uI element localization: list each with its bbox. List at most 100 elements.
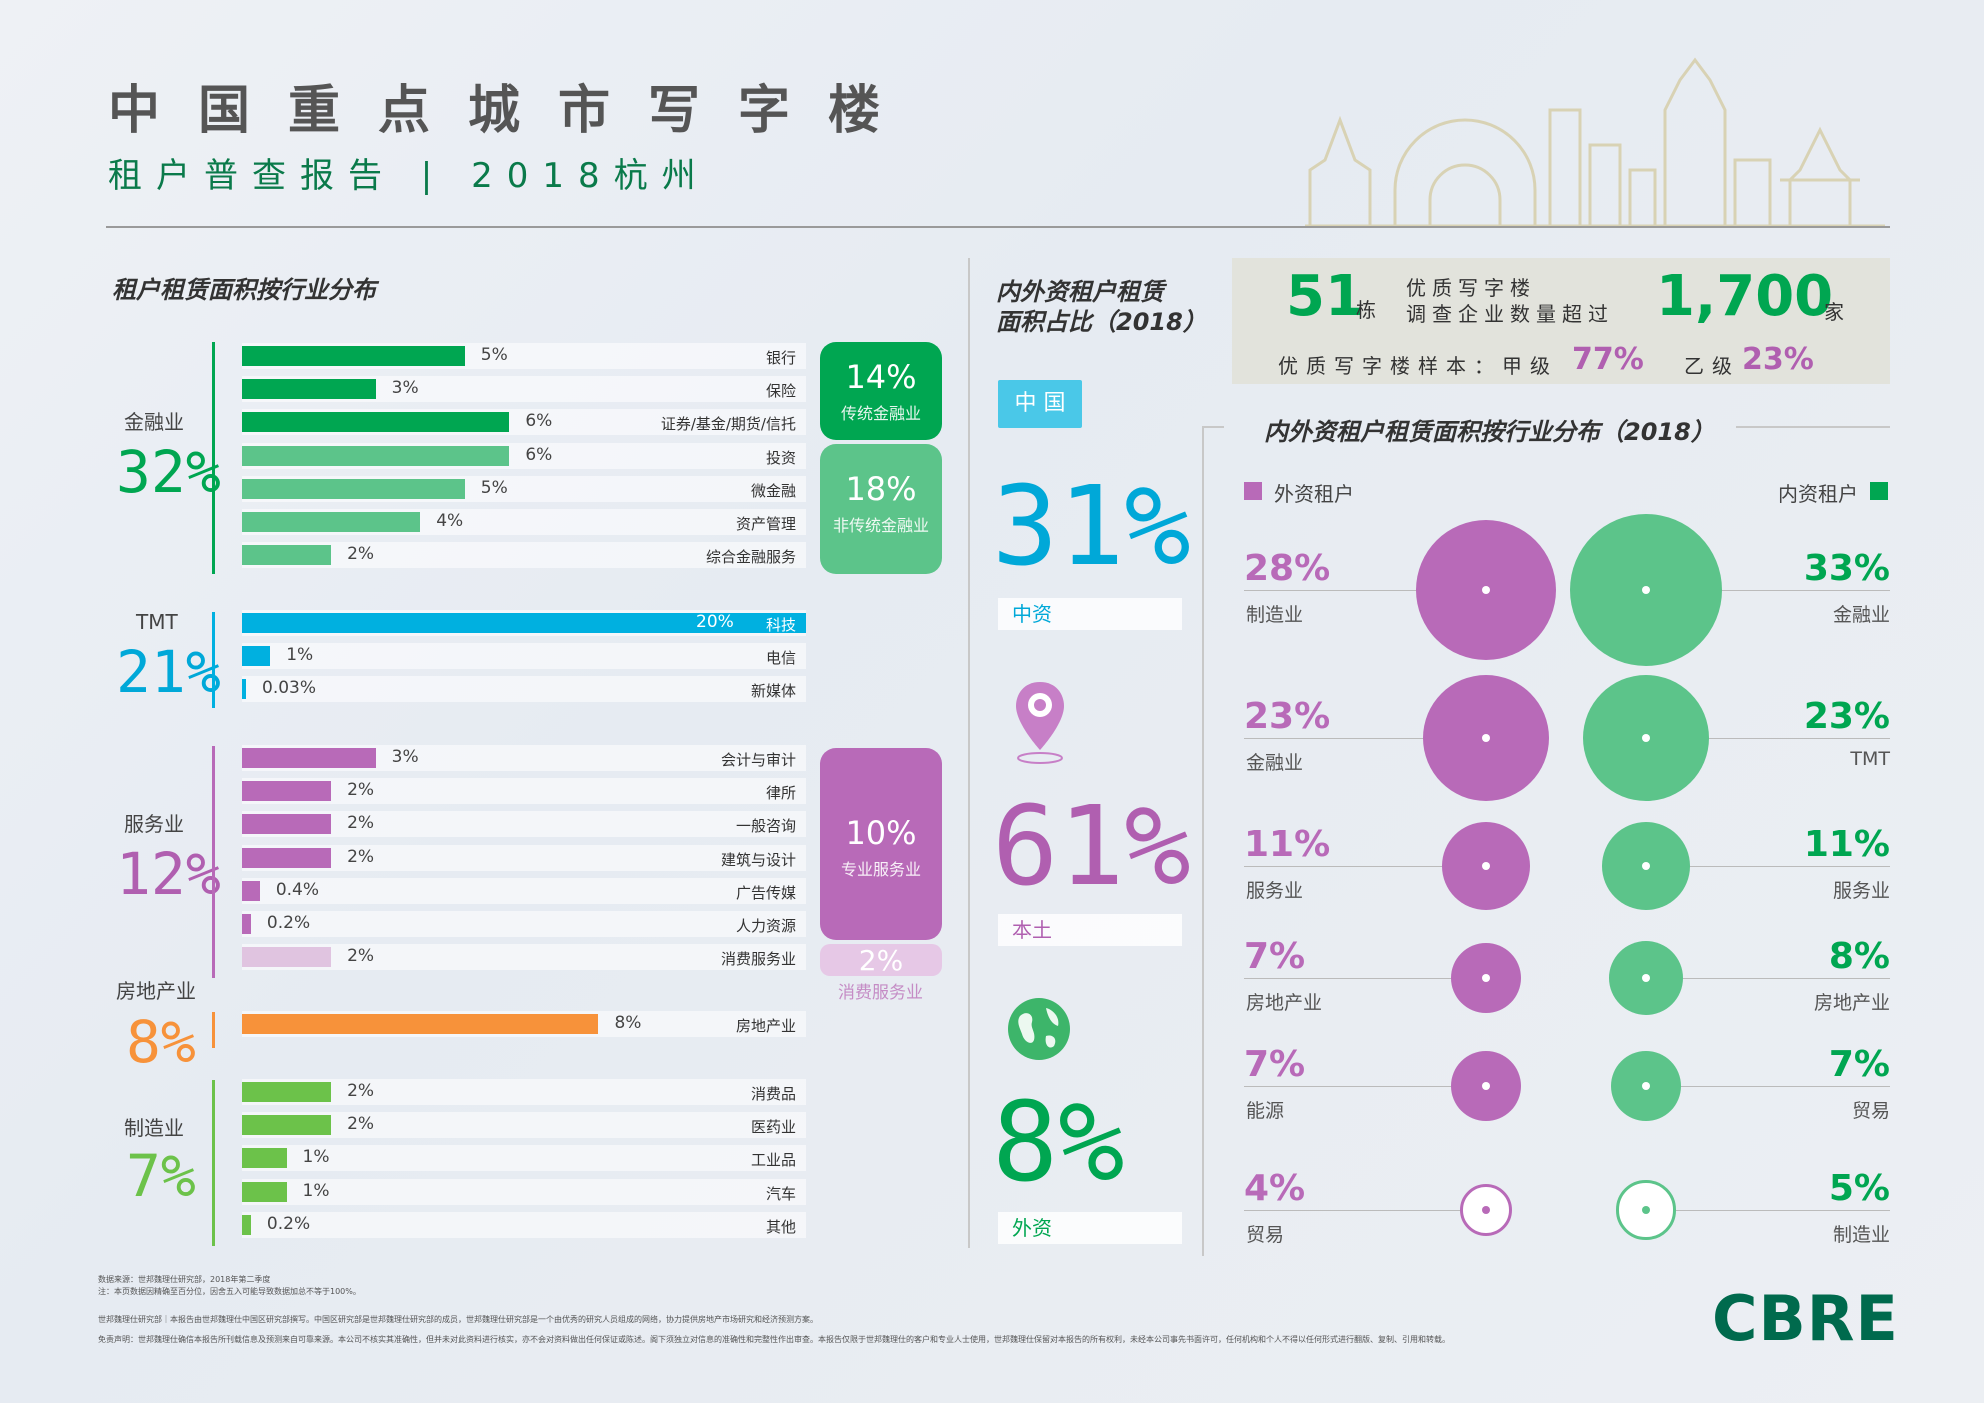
- consumer-services-pct: 2%: [858, 944, 904, 977]
- companies-number: 1,700: [1656, 264, 1834, 329]
- bar-新媒体: [242, 679, 246, 700]
- footer-about: 世邦魏理仕研究部｜本报告由世邦魏理仕中国区研究部撰写。中国区研究部是世邦魏理仕研…: [98, 1315, 818, 1324]
- bubble-category-label: 房地产业: [1246, 992, 1323, 1014]
- industry-distribution-title: 租户租赁面积按行业分布: [112, 276, 376, 304]
- bar-row-bg: [242, 745, 806, 771]
- bubble-center-dot: [1482, 1206, 1490, 1214]
- location-pin-icon: [1016, 682, 1064, 764]
- bar-category-label: 建筑与设计: [720, 850, 796, 869]
- bar-row-bg: [242, 778, 806, 805]
- right-chart-title: 内外资租户租赁面积按行业分布（2018）: [1264, 418, 1715, 446]
- bar-电信: [242, 646, 271, 667]
- bubble-center-dot: [1482, 974, 1490, 982]
- bar-row-bg: [242, 944, 806, 971]
- category-pct-manufacturing: 7%: [126, 1142, 196, 1210]
- bar-医药业: [242, 1115, 332, 1136]
- bar-category-label: 工业品: [750, 1151, 796, 1170]
- companies-unit: 家: [1824, 300, 1844, 324]
- header-divider: [106, 226, 1890, 228]
- services-bracket: [212, 746, 215, 978]
- bar-value-label: 1%: [302, 1180, 330, 1201]
- bar-value-label: 4%: [436, 511, 464, 531]
- bubble-外资租户-贸易: [1459, 1183, 1513, 1237]
- foreign-pct: 8%: [992, 1078, 1125, 1206]
- consumer-services-label: 消费服务业: [838, 983, 923, 1003]
- bubble-center-dot: [1642, 1082, 1650, 1090]
- bubble-外资租户-金融业: [1422, 674, 1550, 802]
- grade-b-label: 乙级: [1684, 354, 1740, 378]
- traditional-finance-pill: 14% 传统金融业: [820, 342, 942, 440]
- domestic-foreign-title-line2: 面积占比（2018）: [996, 308, 1207, 336]
- right-divider-vertical: [1202, 426, 1204, 1256]
- foreign-label: 外资: [998, 1212, 1182, 1244]
- bar-category-label: 房地产业: [735, 1017, 796, 1035]
- bubble-guide-line: [1244, 1210, 1486, 1211]
- hangzhou-skyline-illustration: [1305, 57, 1885, 228]
- bar-category-label: 汽车: [765, 1184, 796, 1203]
- category-pct-services: 12%: [116, 840, 221, 908]
- bar-汽车: [242, 1181, 287, 1202]
- bar-建筑与设计: [242, 847, 332, 868]
- category-name-manufacturing: 制造业: [124, 1116, 184, 1140]
- bar-广告传媒: [242, 880, 260, 901]
- bar-综合金融服务: [242, 545, 332, 566]
- footer-note: 注：本页数据因精确至百分位，因舍五入可能导致数据加总不等于100%。: [98, 1287, 361, 1296]
- bar-value-label: 6%: [525, 444, 553, 465]
- professional-services-label: 专业服务业: [840, 860, 921, 879]
- nontraditional-finance-pill: 18% 非传统金融业: [820, 444, 942, 574]
- bar-value-label: 5%: [480, 345, 508, 365]
- category-name-services: 服务业: [124, 812, 184, 836]
- bar-投资: [242, 445, 510, 466]
- category-pct-finance: 32%: [116, 438, 221, 506]
- category-name-finance: 金融业: [124, 410, 184, 434]
- bar-其他: [242, 1214, 251, 1235]
- bar-消费服务业: [242, 947, 332, 968]
- chinese-capital-pct: 31%: [992, 462, 1191, 590]
- bar-row-bg: [242, 376, 806, 403]
- bar-category-label: 保险: [765, 382, 796, 401]
- professional-services-pill: 10% 专业服务业: [820, 748, 942, 940]
- bar-消费品: [242, 1082, 332, 1102]
- stats-box: [1232, 258, 1890, 384]
- bubble-value-label: 11%: [1803, 824, 1890, 865]
- grade-a-pct: 77%: [1572, 342, 1644, 377]
- bar-row-bg: [242, 1211, 806, 1238]
- traditional-finance-label: 传统金融业: [840, 404, 921, 423]
- bubble-value-label: 7%: [1828, 1044, 1890, 1085]
- finance-bracket: [212, 342, 215, 574]
- bubble-category-label: 服务业: [1246, 880, 1304, 902]
- bubble-value-label: 8%: [1828, 936, 1890, 977]
- bar-value-label: 2%: [347, 846, 375, 867]
- manufacturing-bracket: [212, 1080, 215, 1246]
- category-pct-tmt: 21%: [116, 638, 221, 706]
- bar-保险: [242, 379, 376, 400]
- bubble-category-label: 服务业: [1832, 880, 1890, 902]
- bubble-外资租户-制造业: [1415, 519, 1556, 660]
- consumer-services-pill: 2%: [820, 944, 942, 977]
- bar-银行: [242, 346, 465, 366]
- bar-category-label: 电信: [765, 649, 796, 668]
- bar-value-label: 3%: [391, 747, 419, 767]
- bubble-value-label: 7%: [1244, 936, 1306, 977]
- legend-foreign-swatch: [1244, 482, 1262, 500]
- page-subtitle: 租户普查报告 | 2018杭州: [108, 156, 710, 196]
- bubble-center-dot: [1482, 862, 1490, 870]
- globe-icon: [1008, 998, 1070, 1060]
- bar-value-label: 1%: [286, 645, 314, 666]
- bar-row-bg: [242, 509, 806, 535]
- bar-律所: [242, 781, 332, 802]
- bubble-category-label: 贸易: [1851, 1100, 1890, 1122]
- bar-工业品: [242, 1148, 287, 1169]
- bar-value-label: 2%: [347, 946, 375, 967]
- bar-category-label: 广告传媒: [735, 883, 796, 902]
- bar-category-label: 投资: [765, 448, 796, 467]
- category-name-tmt: TMT: [136, 610, 178, 634]
- bar-value-label: 20%: [696, 612, 734, 632]
- bar-category-label: 新媒体: [750, 682, 796, 701]
- stats-desc-line1: 优质写字楼: [1406, 276, 1536, 300]
- bubble-guide-line: [1244, 590, 1486, 591]
- local-label: 本土: [998, 914, 1182, 946]
- bar-value-label: 0.03%: [262, 678, 317, 699]
- bar-category-label: 律所: [765, 784, 796, 803]
- bar-会计与审计: [242, 748, 376, 768]
